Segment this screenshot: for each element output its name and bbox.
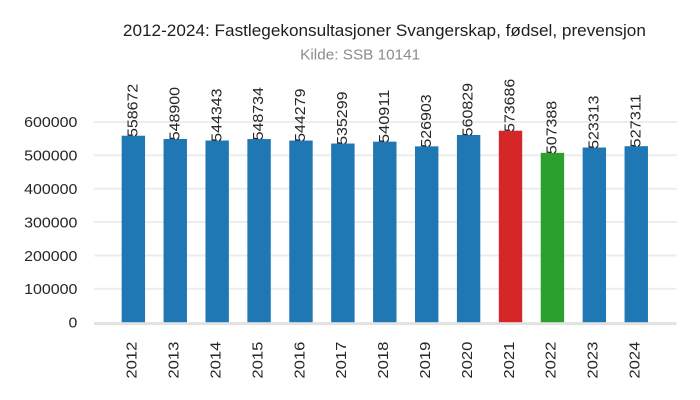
svg-text:573686: 573686 <box>503 79 519 132</box>
svg-text:527311: 527311 <box>628 94 644 147</box>
svg-text:2022: 2022 <box>544 342 560 379</box>
svg-text:2018: 2018 <box>376 342 392 379</box>
svg-text:500000: 500000 <box>24 149 77 165</box>
svg-text:Kilde: SSB 10141: Kilde: SSB 10141 <box>300 47 420 64</box>
svg-text:526903: 526903 <box>419 94 435 147</box>
svg-text:548900: 548900 <box>167 87 183 140</box>
svg-text:2020: 2020 <box>460 342 476 379</box>
svg-text:2023: 2023 <box>586 342 602 379</box>
svg-text:535299: 535299 <box>335 92 351 145</box>
svg-text:558672: 558672 <box>125 84 141 137</box>
svg-text:2016: 2016 <box>292 342 308 379</box>
svg-text:548734: 548734 <box>251 87 267 140</box>
svg-text:100000: 100000 <box>24 282 77 298</box>
svg-text:2017: 2017 <box>334 342 350 379</box>
svg-text:400000: 400000 <box>24 182 77 198</box>
svg-text:560829: 560829 <box>461 83 477 136</box>
svg-text:2013: 2013 <box>167 342 183 379</box>
svg-text:2024: 2024 <box>628 342 644 379</box>
svg-text:2014: 2014 <box>208 342 224 379</box>
svg-text:2012-2024: Fastlegekonsultasjo: 2012-2024: Fastlegekonsultasjoner Svange… <box>123 22 646 40</box>
svg-text:523313: 523313 <box>586 96 602 149</box>
svg-text:507388: 507388 <box>545 101 561 154</box>
svg-text:544343: 544343 <box>209 89 225 142</box>
svg-text:2021: 2021 <box>502 342 518 379</box>
svg-text:2019: 2019 <box>418 342 434 379</box>
svg-text:300000: 300000 <box>24 215 77 231</box>
svg-text:540911: 540911 <box>377 90 393 143</box>
svg-text:2012: 2012 <box>125 342 141 379</box>
svg-text:0: 0 <box>69 316 78 332</box>
svg-text:200000: 200000 <box>24 249 77 265</box>
svg-text:544279: 544279 <box>293 89 309 142</box>
svg-text:600000: 600000 <box>24 115 77 131</box>
svg-text:2015: 2015 <box>250 342 266 379</box>
